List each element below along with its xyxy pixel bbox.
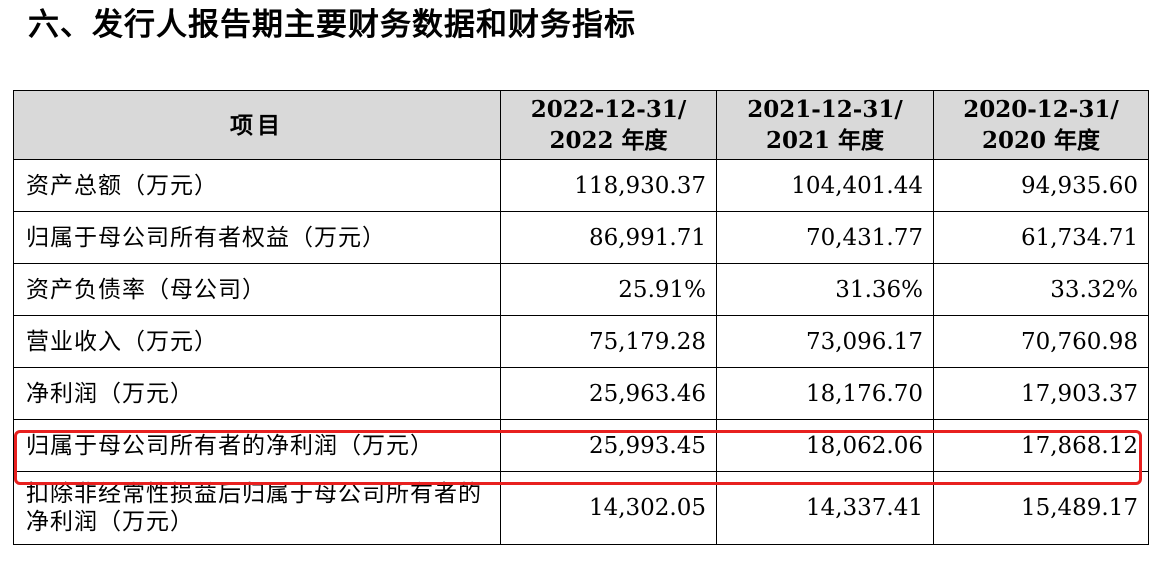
header-year-2020-period: 2020 年度	[981, 127, 1101, 154]
cell-value-2020: 94,935.60	[933, 159, 1149, 212]
table-row-revenue: 营业收入（万元） 75,179.28 73,096.17 70,760.98	[13, 315, 1149, 368]
table-header-row: 项目 2022-12-31/ 2022 年度 2021-12-31/ 2021 …	[13, 90, 1149, 160]
cell-value-2020: 70,760.98	[933, 315, 1149, 368]
cell-value-2020: 61,734.71	[933, 211, 1149, 264]
cell-value-2022: 25.91%	[500, 263, 717, 316]
table-row-total-assets: 资产总额（万元） 118,930.37 104,401.44 94,935.60	[13, 159, 1149, 212]
row-label: 归属于母公司所有者权益（万元）	[13, 211, 501, 264]
row-label: 净利润（万元）	[13, 367, 501, 420]
table-row-net-profit: 净利润（万元） 25,963.46 18,176.70 17,903.37	[13, 367, 1149, 420]
cell-value-2021: 31.36%	[716, 263, 934, 316]
header-year-2021-date: 2021-12-31/	[747, 96, 903, 123]
cell-value-2022: 118,930.37	[500, 159, 717, 212]
cell-value-2021: 18,062.06	[716, 419, 934, 472]
cell-value-2022: 25,963.46	[500, 367, 717, 420]
cell-value-2021: 104,401.44	[716, 159, 934, 212]
cell-value-2021: 73,096.17	[716, 315, 934, 368]
header-item: 项目	[13, 90, 501, 160]
cell-value-2020: 15,489.17	[933, 471, 1149, 545]
header-year-2020: 2020-12-31/ 2020 年度	[933, 90, 1149, 160]
table-row-parent-equity: 归属于母公司所有者权益（万元） 86,991.71 70,431.77 61,7…	[13, 211, 1149, 264]
row-label: 营业收入（万元）	[13, 315, 501, 368]
table-row-adjusted-net-profit: 扣除非经常性损益后归属于母公司所有者的净利润（万元） 14,302.05 14,…	[13, 471, 1149, 545]
header-year-2020-date: 2020-12-31/	[963, 96, 1119, 123]
row-label: 扣除非经常性损益后归属于母公司所有者的净利润（万元）	[13, 471, 501, 545]
table-row-parent-net-profit: 归属于母公司所有者的净利润（万元） 25,993.45 18,062.06 17…	[13, 419, 1149, 472]
cell-value-2021: 70,431.77	[716, 211, 934, 264]
header-year-2022-period: 2022 年度	[549, 127, 668, 154]
section-heading: 六、发行人报告期主要财务数据和财务指标	[28, 7, 636, 43]
header-year-2021: 2021-12-31/ 2021 年度	[716, 90, 934, 160]
financial-data-table: 项目 2022-12-31/ 2022 年度 2021-12-31/ 2021 …	[13, 90, 1149, 545]
cell-value-2022: 14,302.05	[500, 471, 717, 545]
header-year-2022: 2022-12-31/ 2022 年度	[500, 90, 717, 160]
row-label: 资产负债率（母公司）	[13, 263, 501, 316]
cell-value-2021: 14,337.41	[716, 471, 934, 545]
cell-value-2022: 25,993.45	[500, 419, 717, 472]
row-label: 归属于母公司所有者的净利润（万元）	[13, 419, 501, 472]
header-year-2021-period: 2021 年度	[765, 127, 885, 154]
header-year-2022-date: 2022-12-31/	[530, 96, 687, 123]
cell-value-2021: 18,176.70	[716, 367, 934, 420]
row-label: 资产总额（万元）	[13, 159, 501, 212]
cell-value-2022: 75,179.28	[500, 315, 717, 368]
cell-value-2020: 33.32%	[933, 263, 1149, 316]
cell-value-2020: 17,868.12	[933, 419, 1149, 472]
cell-value-2022: 86,991.71	[500, 211, 717, 264]
table-row-debt-ratio: 资产负债率（母公司） 25.91% 31.36% 33.32%	[13, 263, 1149, 316]
cell-value-2020: 17,903.37	[933, 367, 1149, 420]
